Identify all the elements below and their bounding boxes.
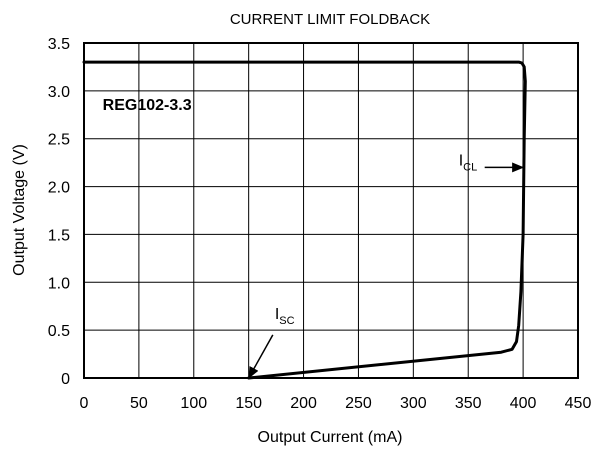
y-tick-label: 0.5 [48, 323, 70, 340]
icl-label-sub: CL [463, 161, 477, 173]
x-tick-label: 400 [510, 395, 537, 412]
x-tick-label: 50 [130, 395, 148, 412]
y-tick-label: 1.0 [48, 275, 70, 292]
series-layer [82, 60, 527, 380]
y-tick-label: 0 [61, 371, 70, 388]
y-tick-label: 2.5 [48, 132, 70, 149]
grid [84, 43, 578, 378]
isc-label-sub: SC [279, 315, 294, 327]
y-tick-label: 1.5 [48, 227, 70, 244]
y-tick-label: 3.0 [48, 84, 70, 101]
x-tick-label: 0 [80, 395, 89, 412]
chart-title: CURRENT LIMIT FOLDBACK [230, 11, 430, 28]
y-tick-label: 3.5 [48, 36, 70, 53]
x-tick-label: 450 [565, 395, 592, 412]
isc-arrow [248, 334, 274, 379]
icl-label-main: I [459, 152, 463, 169]
y-axis-label: Output Voltage (V) [11, 144, 28, 276]
icl-label: ICL [459, 152, 478, 173]
x-tick-label: 250 [345, 395, 372, 412]
x-axis-label: Output Current (mA) [258, 429, 403, 446]
series-line-0 [82, 60, 527, 380]
plot-frame [83, 42, 579, 379]
x-tick-label: 150 [235, 395, 262, 412]
device-label: REG102-3.3 [103, 97, 192, 114]
y-tick-label: 2.0 [48, 180, 70, 197]
tick-labels: 0 50 100 150 200 250 300 350 400 450 0 0.5 1.0 1.5 2.0… [48, 36, 592, 412]
x-tick-label: 200 [290, 395, 317, 412]
x-tick-label: 300 [400, 395, 427, 412]
x-tick-label: 350 [455, 395, 482, 412]
x-tick-label: 100 [180, 395, 207, 412]
isc-label-main: I [275, 306, 279, 323]
isc-label: ISC [275, 306, 295, 327]
